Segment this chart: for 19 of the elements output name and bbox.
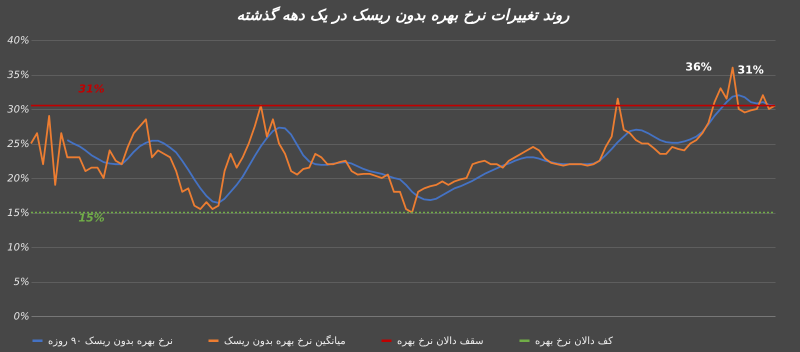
y-tick-label: 40%: [7, 36, 30, 46]
annotation: 15%: [78, 212, 105, 224]
legend-label: سقف دالان نرخ بهره: [397, 336, 484, 347]
legend-label: نرخ بهره بدون ریسک ۹۰ روزه: [48, 336, 173, 347]
annotation: 31%: [737, 63, 764, 76]
y-tick-label: 20%: [7, 174, 30, 184]
legend-label: کف دالان نرخ بهره: [535, 336, 614, 347]
y-tick-label: 30%: [7, 104, 30, 116]
y-tick-label: 0%: [14, 312, 30, 322]
annotation: 36%: [685, 60, 712, 74]
y-tick-label: 10%: [7, 242, 30, 254]
y-tick-label: 35%: [7, 70, 30, 81]
y-tick-label: 25%: [7, 139, 30, 150]
y-tick-label: 5%: [14, 277, 30, 288]
line-series: [66, 94, 776, 204]
y-tick-label: 15%: [7, 208, 30, 219]
chart-title: روند تغییرات نرخ بهره بدون ریسک در یک دهه گذشته: [236, 6, 570, 24]
legend-label: میانگین نرخ بهره بدون ریسک: [224, 334, 346, 347]
annotation: 31%: [78, 82, 105, 96]
